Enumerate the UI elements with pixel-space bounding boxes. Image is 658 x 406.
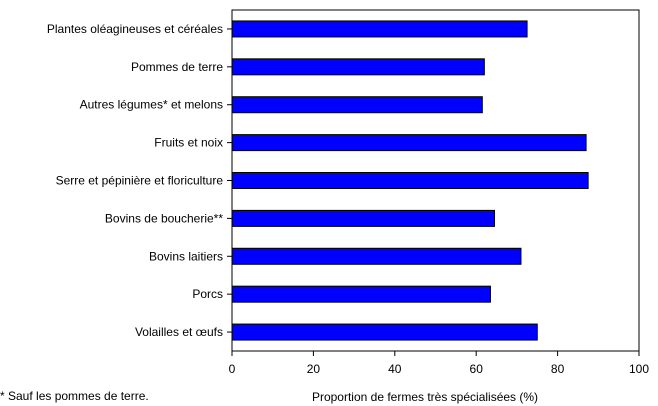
category-label: Serre et pépinière et floriculture (56, 174, 224, 188)
bar (231, 323, 538, 341)
bar (231, 96, 483, 114)
bars (231, 20, 589, 341)
bar (231, 209, 496, 227)
x-tick-label: 40 (388, 362, 402, 376)
x-axis-ticks: 0 20 40 60 80 100 (229, 351, 649, 376)
x-tick-label: 0 (229, 362, 236, 376)
category-label: Bovins laitiers (149, 249, 223, 263)
category-label: Volailles et œufs (135, 325, 223, 339)
x-tick-label: 100 (629, 362, 649, 376)
category-label: Pommes de terre (131, 60, 223, 74)
category-labels: Plantes oléagineuses et céréales Pommes d… (47, 22, 232, 339)
bar (231, 20, 528, 38)
category-label: Plantes oléagineuses et céréales (47, 22, 223, 36)
bar (231, 134, 587, 152)
x-tick-label: 60 (470, 362, 484, 376)
bar (231, 172, 589, 189)
category-label: Bovins de boucherie** (105, 211, 223, 225)
x-tick-label: 20 (307, 362, 321, 376)
category-label: Autres légumes* et melons (80, 98, 223, 112)
bar (231, 58, 485, 76)
category-label: Porcs (192, 287, 223, 301)
x-axis-label: Proportion de fermes très spécialisées (… (312, 390, 538, 404)
x-tick-label: 80 (551, 362, 565, 376)
category-label: Fruits et noix (154, 136, 223, 150)
bar (231, 285, 491, 303)
bar (231, 247, 522, 265)
footnote: * Sauf les pommes de terre. (0, 389, 149, 403)
